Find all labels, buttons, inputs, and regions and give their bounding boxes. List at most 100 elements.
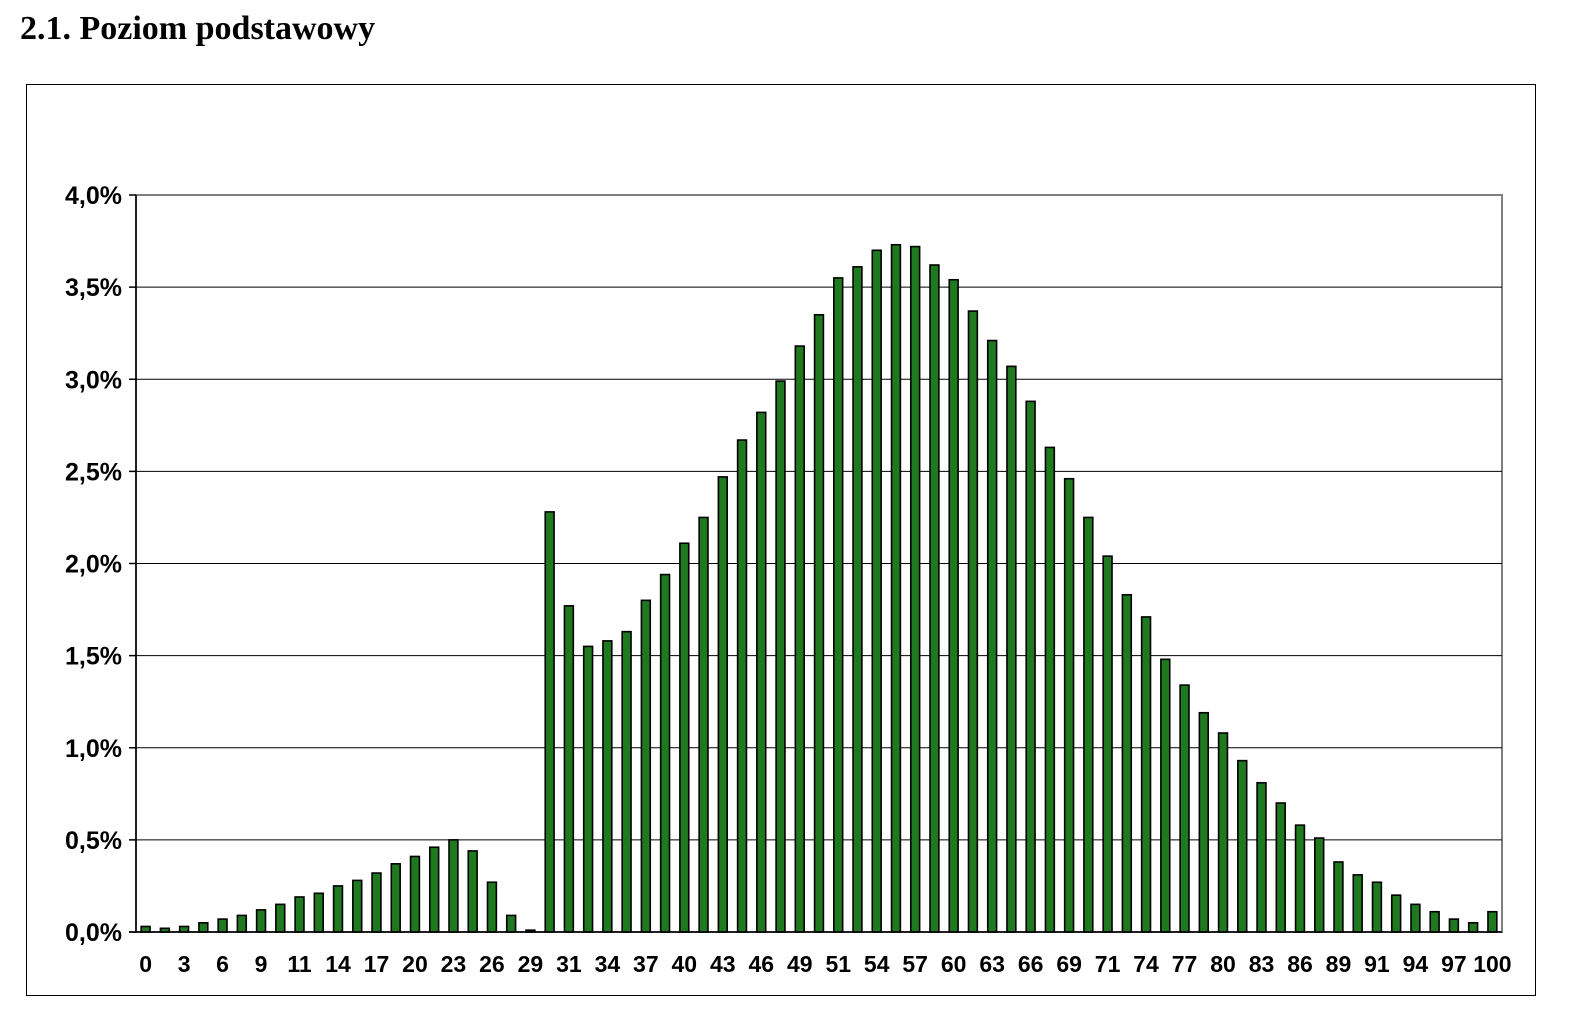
x-tick-label: 14 <box>325 951 351 977</box>
bar <box>1467 921 1479 933</box>
bar <box>1448 918 1460 933</box>
x-tick-label: 97 <box>1441 951 1467 977</box>
x-tick-label: 34 <box>595 951 621 977</box>
bar <box>659 573 671 933</box>
y-tick-label: 3,5% <box>65 274 122 302</box>
y-tick-label: 3,0% <box>65 366 122 394</box>
bar <box>1217 732 1229 933</box>
bar <box>1429 910 1440 933</box>
x-tick-label: 43 <box>710 951 736 977</box>
bar <box>178 925 190 933</box>
bar <box>255 909 267 933</box>
bar <box>909 245 921 933</box>
bar <box>1006 365 1017 933</box>
bar <box>602 640 613 933</box>
bar <box>1487 910 1498 933</box>
bar <box>448 839 459 933</box>
bar <box>640 599 652 933</box>
x-tick-label: 69 <box>1056 951 1082 977</box>
y-tick-label: 1,5% <box>65 643 122 671</box>
bar <box>1333 861 1344 933</box>
bar <box>409 855 421 933</box>
bar <box>621 630 632 933</box>
bar <box>1352 874 1363 933</box>
x-tick-label: 83 <box>1249 951 1275 977</box>
x-tick-label: 63 <box>979 951 1005 977</box>
chart-frame: 0,0% 0,5% 1,0% 1,5% 2,0% 2,5% 3,0% 3,5% 4,0% 0 3 6 9… <box>26 84 1536 996</box>
bar <box>679 542 690 933</box>
x-tick-label: 3 <box>178 951 191 977</box>
y-tick-label: 1,0% <box>65 735 122 763</box>
bar <box>890 243 902 933</box>
bar <box>736 439 748 933</box>
y-tick-label: 4,0% <box>65 182 122 210</box>
bar <box>1063 477 1075 933</box>
y-tick-label: 2,0% <box>65 551 122 579</box>
bar <box>1371 881 1383 933</box>
bar <box>717 476 729 933</box>
bar <box>1390 894 1402 933</box>
bar <box>1198 711 1210 933</box>
bar <box>775 380 786 933</box>
x-tick-label: 54 <box>864 951 890 977</box>
x-tick-label: 6 <box>216 951 229 977</box>
x-tick-label: 9 <box>255 951 268 977</box>
bar <box>198 921 209 933</box>
x-tick-label: 31 <box>556 951 582 977</box>
bar <box>217 918 228 933</box>
x-tick-label: 94 <box>1403 951 1429 977</box>
bar <box>871 249 882 933</box>
bar-chart: 0,0%0,5%1,0%1,5%2,0%2,5%3,0%3,5%4,0%0 3 6 9… <box>65 182 1512 977</box>
x-tick-label: 51 <box>825 951 851 977</box>
bar <box>986 339 998 933</box>
x-tick-label: 23 <box>441 951 467 977</box>
bar <box>698 516 709 933</box>
bar <box>1140 616 1152 933</box>
bar <box>1102 555 1113 933</box>
bar <box>852 266 863 933</box>
x-tick-label: 11 <box>287 951 312 977</box>
y-tick-label: 0,5% <box>65 827 122 855</box>
bar <box>544 511 555 933</box>
section-heading: 2.1. Poziom podstawowy <box>20 10 376 47</box>
bar <box>582 645 594 933</box>
bar <box>1237 759 1248 933</box>
bar <box>563 605 575 933</box>
x-tick-label: 46 <box>748 951 774 977</box>
x-tick-label: 29 <box>518 951 544 977</box>
bar <box>967 310 979 933</box>
x-tick-label: 37 <box>633 951 659 977</box>
bar <box>929 264 940 933</box>
bar <box>332 885 344 933</box>
bar <box>794 345 805 933</box>
x-tick-label: 0 <box>139 951 152 977</box>
bar <box>352 879 363 933</box>
bar <box>1179 684 1190 933</box>
bar <box>833 277 844 933</box>
bar <box>313 892 324 933</box>
bar <box>1121 594 1133 933</box>
bar <box>294 896 305 933</box>
bar <box>1314 837 1325 933</box>
x-tick-label: 91 <box>1364 951 1390 977</box>
x-tick-label: 49 <box>787 951 813 977</box>
bar <box>1410 903 1421 933</box>
bar <box>1160 658 1171 933</box>
bar <box>1025 400 1036 933</box>
x-tick-label: 80 <box>1210 951 1236 977</box>
x-tick-label: 71 <box>1095 951 1121 977</box>
x-tick-label: 66 <box>1018 951 1044 977</box>
bar <box>1294 824 1306 933</box>
x-tick-label: 86 <box>1287 951 1313 977</box>
bar <box>1083 516 1094 933</box>
bar <box>467 850 478 933</box>
bar <box>756 411 767 933</box>
x-tick-label: 17 <box>364 951 390 977</box>
bar <box>505 914 517 933</box>
x-tick-label: 89 <box>1326 951 1352 977</box>
bar <box>390 863 401 933</box>
bar <box>948 278 959 933</box>
y-tick-label: 0,0% <box>65 919 122 947</box>
bar <box>1256 781 1267 933</box>
bar <box>1044 446 1056 933</box>
